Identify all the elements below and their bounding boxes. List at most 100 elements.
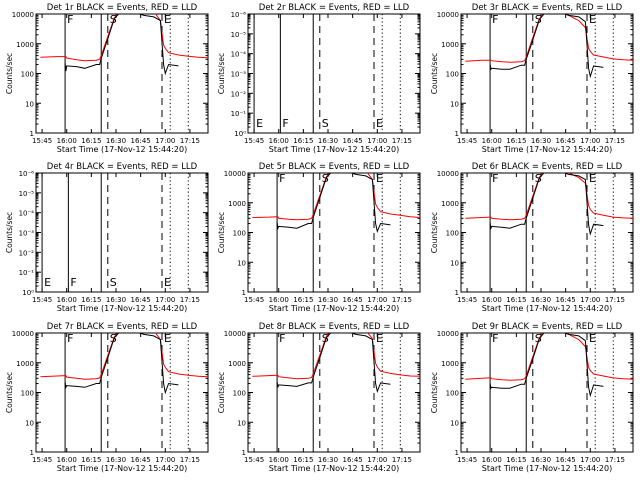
y-tick-label: 1000 (441, 200, 459, 208)
x-tick-label: 17:15 (180, 137, 200, 145)
y-axis-label: Counts/sec (430, 372, 439, 413)
events-series-line (489, 333, 604, 398)
y-tick-label: 10⁻³ (19, 230, 35, 238)
y-tick-label: 10⁻³ (231, 71, 247, 79)
event-marker-label: F (492, 332, 498, 345)
y-tick-label: 10⁻⁵ (231, 31, 247, 39)
y-tick-label: 1000 (441, 360, 459, 368)
x-axis-label: Start Time (17-Nov-12 15:44:20) (57, 304, 187, 313)
x-tick-label: 16:30 (531, 456, 551, 464)
y-tick-label: 1000 (228, 200, 246, 208)
x-tick-label: 16:30 (531, 137, 551, 145)
lld-series-line (40, 14, 208, 62)
x-tick-label: 15:45 (244, 456, 264, 464)
y-axis-label: Counts/sec (5, 53, 14, 94)
x-tick-label: 17:15 (180, 296, 200, 304)
y-tick-label: 100 (233, 390, 246, 398)
x-tick-label: 16:30 (318, 296, 338, 304)
y-axis-label: Counts/sec (217, 372, 226, 413)
x-tick-label: 17:15 (605, 456, 625, 464)
x-tick-label: 16:45 (343, 456, 363, 464)
event-marker-label: F (492, 172, 498, 185)
x-tick-label: 16:15 (81, 296, 101, 304)
y-tick-label: 10⁻⁶ (231, 11, 247, 19)
lld-series-line (40, 333, 208, 380)
event-marker-label: F (282, 117, 288, 130)
events-series-line (276, 333, 391, 394)
y-tick-label: 1000 (16, 360, 34, 368)
x-tick-label: 15:45 (32, 137, 52, 145)
x-tick-label: 17:15 (605, 137, 625, 145)
y-tick-label: 10000 (224, 170, 246, 178)
y-tick-label: 10000 (12, 11, 34, 19)
x-tick-label: 16:15 (293, 296, 313, 304)
panel-title: Det 6r BLACK = Events, RED = LLD (472, 162, 623, 172)
x-tick-label: 16:00 (482, 137, 502, 145)
events-series-line (64, 14, 179, 76)
panel-title: Det 1r BLACK = Events, RED = LLD (47, 3, 198, 13)
event-marker-label: E (589, 332, 596, 345)
x-tick-label: 16:45 (131, 456, 151, 464)
x-tick-label: 17:15 (392, 296, 412, 304)
lld-series-line (252, 173, 420, 221)
y-tick-label: 1 (242, 449, 246, 457)
y-tick-label: 10000 (437, 11, 459, 19)
panel-title: Det 7r BLACK = Events, RED = LLD (47, 322, 198, 332)
x-axis-label: Start Time (17-Nov-12 15:44:20) (269, 145, 399, 154)
y-tick-label: 1000 (16, 41, 34, 49)
x-tick-label: 16:30 (318, 137, 338, 145)
panel-title: Det 2r BLACK = Events, RED = LLD (259, 3, 410, 13)
y-tick-label: 1000 (441, 41, 459, 49)
events-series-line (276, 173, 391, 233)
panel-title: Det 8r BLACK = Events, RED = LLD (259, 322, 410, 332)
plot-frame (35, 13, 209, 134)
x-tick-label: 17:00 (367, 137, 387, 145)
x-tick-label: 16:45 (131, 137, 151, 145)
event-marker-label: E (164, 276, 171, 289)
event-marker-label: E (589, 13, 596, 26)
event-marker-label: F (70, 276, 76, 289)
y-tick-label: 1000 (228, 360, 246, 368)
y-tick-label: 10 (450, 100, 459, 108)
event-marker-label: S (322, 117, 329, 130)
plot-frame (35, 172, 209, 293)
plot-frame (247, 172, 421, 293)
y-axis-label: Counts/sec (217, 212, 226, 253)
x-tick-label: 16:30 (531, 296, 551, 304)
y-tick-label: 10⁻² (19, 249, 35, 257)
event-marker-label: F (279, 332, 285, 345)
x-tick-label: 16:00 (482, 296, 502, 304)
x-tick-label: 16:00 (269, 296, 289, 304)
y-tick-label: 1 (30, 449, 34, 457)
y-tick-label: 10 (450, 419, 459, 427)
event-marker-label: E (164, 332, 171, 345)
x-tick-label: 16:45 (556, 137, 576, 145)
event-marker-label: E (376, 332, 383, 345)
x-tick-label: 16:00 (269, 137, 289, 145)
x-tick-label: 16:15 (506, 296, 526, 304)
y-tick-label: 10 (450, 259, 459, 267)
event-marker-label: F (67, 13, 73, 26)
event-marker-label: E (256, 117, 263, 130)
x-tick-label: 17:15 (392, 456, 412, 464)
y-tick-label: 100 (21, 390, 34, 398)
x-tick-label: 16:15 (506, 456, 526, 464)
y-tick-label: 10000 (437, 330, 459, 338)
x-axis-label: Start Time (17-Nov-12 15:44:20) (482, 464, 612, 473)
y-tick-label: 10 (237, 419, 246, 427)
y-tick-label: 10 (237, 259, 246, 267)
x-tick-label: 15:45 (244, 137, 264, 145)
y-tick-label: 10⁰ (234, 130, 246, 138)
y-tick-label: 10⁻⁵ (19, 190, 35, 198)
x-tick-label: 15:45 (457, 456, 477, 464)
x-tick-label: 16:45 (131, 296, 151, 304)
y-tick-label: 10⁻¹ (231, 110, 247, 118)
y-tick-label: 1 (455, 289, 459, 297)
y-tick-label: 10000 (12, 330, 34, 338)
x-tick-label: 17:00 (367, 296, 387, 304)
y-axis-label: Counts/sec (430, 212, 439, 253)
y-tick-label: 10 (25, 100, 34, 108)
x-tick-label: 16:30 (318, 456, 338, 464)
y-tick-label: 100 (446, 230, 459, 238)
y-tick-label: 1 (455, 449, 459, 457)
